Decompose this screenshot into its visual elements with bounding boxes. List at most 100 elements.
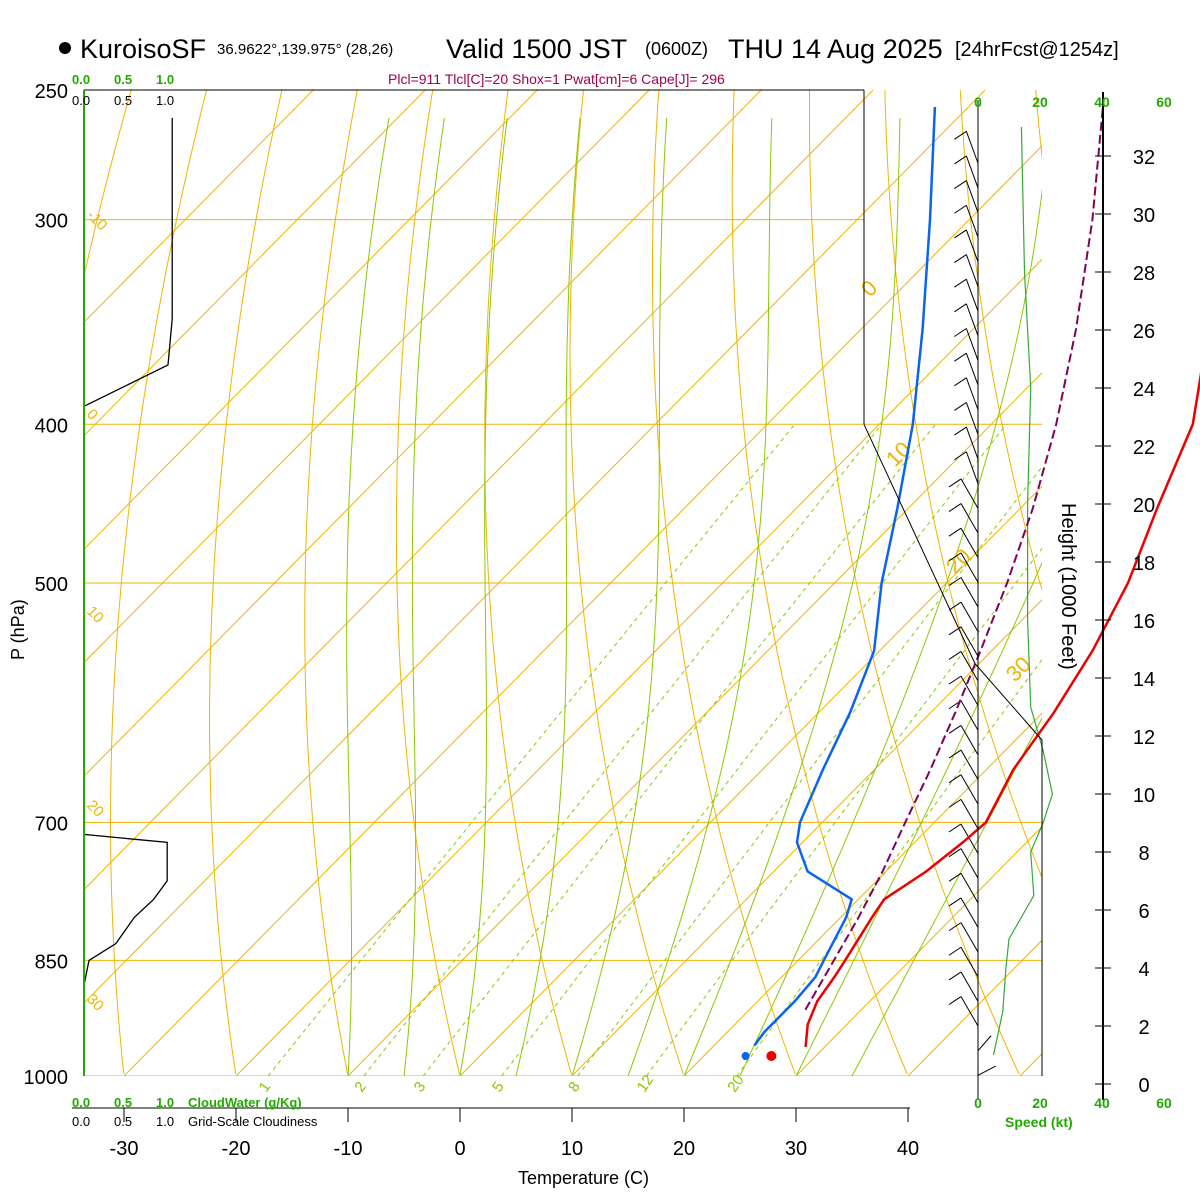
wind-barb-flag <box>954 204 967 214</box>
moist-adiabat <box>851 717 1042 1076</box>
y-axis-title: P (hPa) <box>8 599 28 660</box>
mixing-ratio-line <box>422 423 936 1076</box>
mixing-ratio-label: 20 <box>724 1072 747 1095</box>
wind-barb <box>965 402 979 435</box>
cloudiness-tick-bottom-1: 0.5 <box>114 1114 132 1129</box>
wind-barb-flag <box>954 303 967 313</box>
wind-barb-flag <box>948 749 962 759</box>
dry-adiabat <box>1186 90 1200 1074</box>
wind-barb-flag <box>954 278 967 288</box>
height-tick-0: 0 <box>1138 1075 1149 1097</box>
temperature-tick--10: -10 <box>334 1138 363 1160</box>
surface-dewpoint-marker <box>741 1052 750 1060</box>
mixing-ratio-label: 1 <box>256 1079 275 1096</box>
wind-barb <box>977 1035 992 1051</box>
wind-barb <box>960 601 979 632</box>
frame-right-lower <box>863 424 1043 1076</box>
height-tick-20: 20 <box>1133 495 1155 517</box>
wind-barb-flag <box>948 478 962 488</box>
wind-barb <box>960 922 979 953</box>
wind-barb-flag <box>948 922 962 932</box>
wind-barb <box>965 352 979 386</box>
temperature-line <box>804 372 1200 1048</box>
temperature-tick-20: 20 <box>673 1138 695 1160</box>
wind-barb-flag <box>954 426 967 436</box>
speed-axis-title: Speed (kt) <box>1005 1114 1073 1130</box>
mixing-ratio-label: 8 <box>565 1079 584 1096</box>
surface-temperature-marker <box>766 1051 777 1061</box>
station-name: KuroisoSF <box>80 34 206 64</box>
dry-adiabat <box>484 90 572 1075</box>
wind-barb <box>960 749 979 780</box>
wind-barb <box>960 478 979 509</box>
wind-barb-flag <box>948 798 962 808</box>
isotherm-label-left: 10 <box>83 603 107 627</box>
moist-adiabat <box>739 188 1042 1076</box>
wind-barb-flag <box>948 626 962 636</box>
dry-adiabat <box>731 90 908 1075</box>
wind-barb-flag <box>948 823 962 833</box>
wind-barb-flag <box>948 897 962 907</box>
pressure-tick-400: 400 <box>35 415 68 437</box>
wind-barb-flag <box>948 552 962 562</box>
height-tick-28: 28 <box>1133 263 1155 285</box>
moist-adiabat <box>346 117 390 1076</box>
cloudwater-tick-bottom-0: 0.0 <box>72 1095 90 1110</box>
wind-barb <box>960 675 979 706</box>
station-coords: 36.9622°,139.975° (28,26) <box>217 41 393 58</box>
pressure-tick-300: 300 <box>35 211 68 233</box>
isotherm <box>571 599 1042 1076</box>
wind-barb <box>965 426 979 460</box>
wind-barb <box>965 254 979 287</box>
mixing-ratio-line <box>645 547 1042 1076</box>
wind-barb <box>960 873 979 903</box>
wind-barb <box>960 848 979 879</box>
mixing-ratio-line <box>736 658 1042 1076</box>
wind-barb-flag <box>948 996 962 1005</box>
isotherm <box>795 826 1042 1076</box>
wind-barb-flag <box>948 774 962 784</box>
station-bullet-icon <box>59 42 71 54</box>
isotherm <box>84 90 986 1004</box>
temperature-tick--30: -30 <box>110 1138 139 1160</box>
grid-lines <box>84 90 1200 1076</box>
wind-barb <box>960 651 979 682</box>
mixing-ratio-label: 2 <box>351 1079 370 1096</box>
isotherm <box>84 90 538 550</box>
isotherm-label-left: 20 <box>83 797 107 821</box>
pressure-tick-250: 250 <box>35 81 68 103</box>
height-tick-8: 8 <box>1138 843 1149 865</box>
wind-barb <box>960 823 979 854</box>
wind-barb-flag <box>948 675 962 685</box>
moist-adiabat <box>459 117 508 1076</box>
moist-adiabat <box>683 117 901 1076</box>
speed-tick-bottom-60: 60 <box>1156 1095 1172 1111</box>
wind-barb <box>960 799 979 830</box>
wind-barb <box>960 503 979 534</box>
wind-barb-flag <box>948 971 962 981</box>
wind-barb-flag <box>948 651 962 660</box>
dry-adiabat <box>395 90 460 1075</box>
isotherm <box>123 145 1042 1076</box>
height-tick-12: 12 <box>1133 727 1155 749</box>
wind-barb <box>965 180 979 213</box>
cloudiness-tick-top-2: 1.0 <box>156 93 174 108</box>
wind-barbs <box>948 130 996 1076</box>
temperature-tick-0: 0 <box>454 1138 465 1160</box>
isotherm <box>1019 1052 1042 1076</box>
wind-barb-flag <box>954 451 967 461</box>
pressure-tick-1000: 1000 <box>24 1067 69 1089</box>
wind-barb <box>965 303 979 336</box>
valid-date: THU 14 Aug 2025 <box>728 34 943 64</box>
mixing-ratio-line <box>267 423 796 1076</box>
dry-adiabat <box>652 90 796 1075</box>
cloudiness-tick-top-0: 0.0 <box>72 93 90 108</box>
speed-tick-bottom-0: 0 <box>974 1095 982 1111</box>
moist-adiabat <box>571 117 668 1076</box>
mixing-ratio-line <box>577 466 1042 1076</box>
speed-tick-top-40: 40 <box>1094 94 1110 110</box>
speed-tick-bottom-20: 20 <box>1032 1095 1048 1111</box>
temperature-tick--20: -20 <box>222 1138 251 1160</box>
wind-barb <box>965 205 979 238</box>
